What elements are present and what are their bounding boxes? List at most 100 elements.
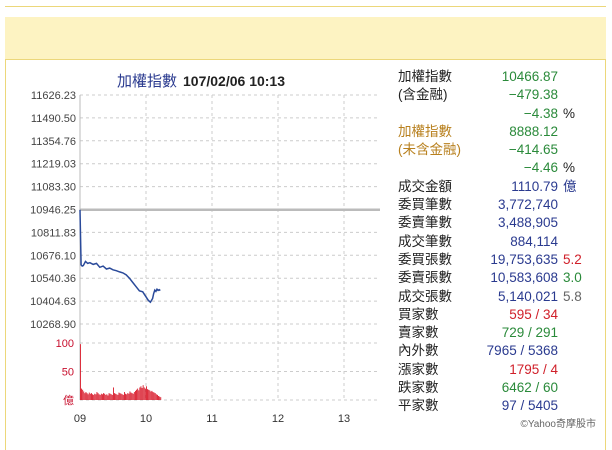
volume-bar — [93, 394, 95, 400]
volume-bar — [84, 393, 86, 400]
stat-label: 加權指數 — [398, 69, 452, 84]
volume-bar — [128, 393, 130, 400]
volume-bar — [136, 389, 137, 400]
stat-extra: 億 — [563, 178, 577, 194]
volume-bar — [159, 396, 161, 400]
volume-bar — [108, 393, 110, 400]
stat-label: 內外數 — [398, 343, 439, 359]
volume-bar — [88, 392, 90, 400]
stat-extra: % — [563, 105, 576, 121]
volume-bar — [133, 392, 135, 400]
volume-bar — [139, 387, 141, 400]
volume-bar — [129, 391, 131, 400]
y-tick-label: 10676.10 — [30, 250, 76, 262]
y-tick-label: 11626.23 — [31, 90, 76, 102]
stat-label: 買家數 — [398, 306, 439, 322]
y-tick-label: 11490.50 — [31, 113, 76, 125]
volume-bar — [138, 390, 140, 400]
stat-row: 委買張數 19,753,635 5.2 — [398, 251, 598, 269]
volume-bar — [151, 390, 153, 400]
volume-bar — [98, 394, 100, 400]
volume-bar — [150, 391, 152, 400]
chart-datetime: 107/02/06 10:13 — [183, 73, 285, 89]
stat-value: 884,114 — [510, 233, 558, 249]
credit: ©Yahoo奇摩股市 — [520, 419, 596, 430]
stat-value: 3,772,740 — [497, 197, 558, 213]
y-tick-label: 10946.25 — [30, 205, 76, 217]
stat-label: 成交張數 — [398, 288, 452, 304]
volume-bar — [80, 344, 81, 400]
stat-value: 10466.87 — [501, 69, 558, 84]
stat-value: 97 / 5405 — [501, 398, 558, 414]
stat-row: 成交筆數 884,114 — [398, 233, 598, 251]
stat-extra: 3.0 — [563, 270, 582, 286]
stat-extra: 5.2 — [563, 251, 582, 267]
stat-row: 跌家數 6462 / 60 — [398, 379, 598, 397]
stat-value: 6462 / 60 — [501, 380, 558, 396]
stat-row: 賣家數 729 / 291 — [398, 324, 598, 342]
y-tick-label: 11083.30 — [31, 182, 76, 194]
volume-bar — [89, 393, 91, 400]
x-tick-label: 10 — [140, 413, 152, 425]
stat-value: −4.46 — [523, 160, 558, 176]
volume-bar — [125, 393, 126, 400]
stat-label: 成交金額 — [398, 178, 452, 194]
volume-bar — [92, 394, 93, 400]
volume-bar — [124, 392, 125, 400]
volume-bar — [95, 394, 97, 400]
y-tick-label: 10540.36 — [30, 273, 76, 285]
stat-value: 7965 / 5368 — [486, 343, 558, 359]
stat-label: 成交筆數 — [398, 233, 452, 249]
stat-value: −4.38 — [523, 105, 558, 121]
x-tick-label: 12 — [272, 413, 284, 425]
x-tick-label: 09 — [74, 413, 86, 425]
stat-value: 595 / 34 — [509, 306, 558, 322]
volume-bar — [103, 393, 104, 400]
stat-row: 成交金額 1110.79 億 — [398, 178, 598, 196]
y-tick-label: 10404.63 — [30, 296, 76, 308]
volume-bar — [96, 392, 98, 400]
volume-bar — [94, 393, 96, 400]
volume-bar — [160, 397, 162, 400]
volume-bar — [85, 392, 87, 400]
index-name: 加權指數 — [117, 73, 178, 90]
volume-bar — [109, 393, 111, 400]
stat-label: (含金融) — [398, 87, 448, 103]
volume-bar — [119, 393, 121, 400]
stat-extra: 5.8 — [563, 288, 582, 304]
volume-bar — [153, 392, 155, 400]
volume-bar — [100, 393, 102, 400]
volume-bar — [97, 393, 99, 400]
y-tick-label: 10811.83 — [31, 227, 76, 239]
stat-label: 跌家數 — [398, 380, 439, 396]
stat-value: −414.65 — [508, 142, 558, 158]
volume-tick-label: 50 — [62, 367, 74, 379]
volume-bar — [122, 394, 124, 400]
volume-bar — [127, 393, 129, 400]
stat-value: −479.38 — [508, 87, 558, 103]
volume-tick-label: 100 — [56, 338, 74, 350]
volume-bar — [143, 387, 145, 400]
stat-row: 內外數 7965 / 5368 — [398, 342, 598, 360]
stat-label: 委賣筆數 — [398, 215, 452, 231]
stat-value: 729 / 291 — [501, 325, 558, 341]
x-tick-label: 13 — [338, 413, 350, 425]
stat-label: (未含金融) — [398, 142, 461, 158]
volume-bar — [121, 394, 123, 400]
volume-bar — [137, 388, 139, 400]
stat-value: 1110.79 — [511, 178, 558, 194]
volume-bar — [120, 393, 122, 400]
chart-title: 加權指數 107/02/06 10:13 — [117, 70, 285, 91]
volume-bar — [104, 393, 106, 400]
stat-label: 漲家數 — [398, 361, 439, 377]
stat-extra: % — [563, 160, 576, 176]
stat-value: 10,583,608 — [490, 270, 558, 286]
volume-bar — [82, 389, 84, 400]
volume-bar — [113, 387, 114, 400]
stat-row: −4.46% — [398, 159, 598, 177]
index-panel — [5, 59, 606, 450]
volume-bar — [105, 394, 107, 400]
volume-bar — [146, 386, 147, 400]
stat-label: 委賣張數 — [398, 270, 452, 286]
